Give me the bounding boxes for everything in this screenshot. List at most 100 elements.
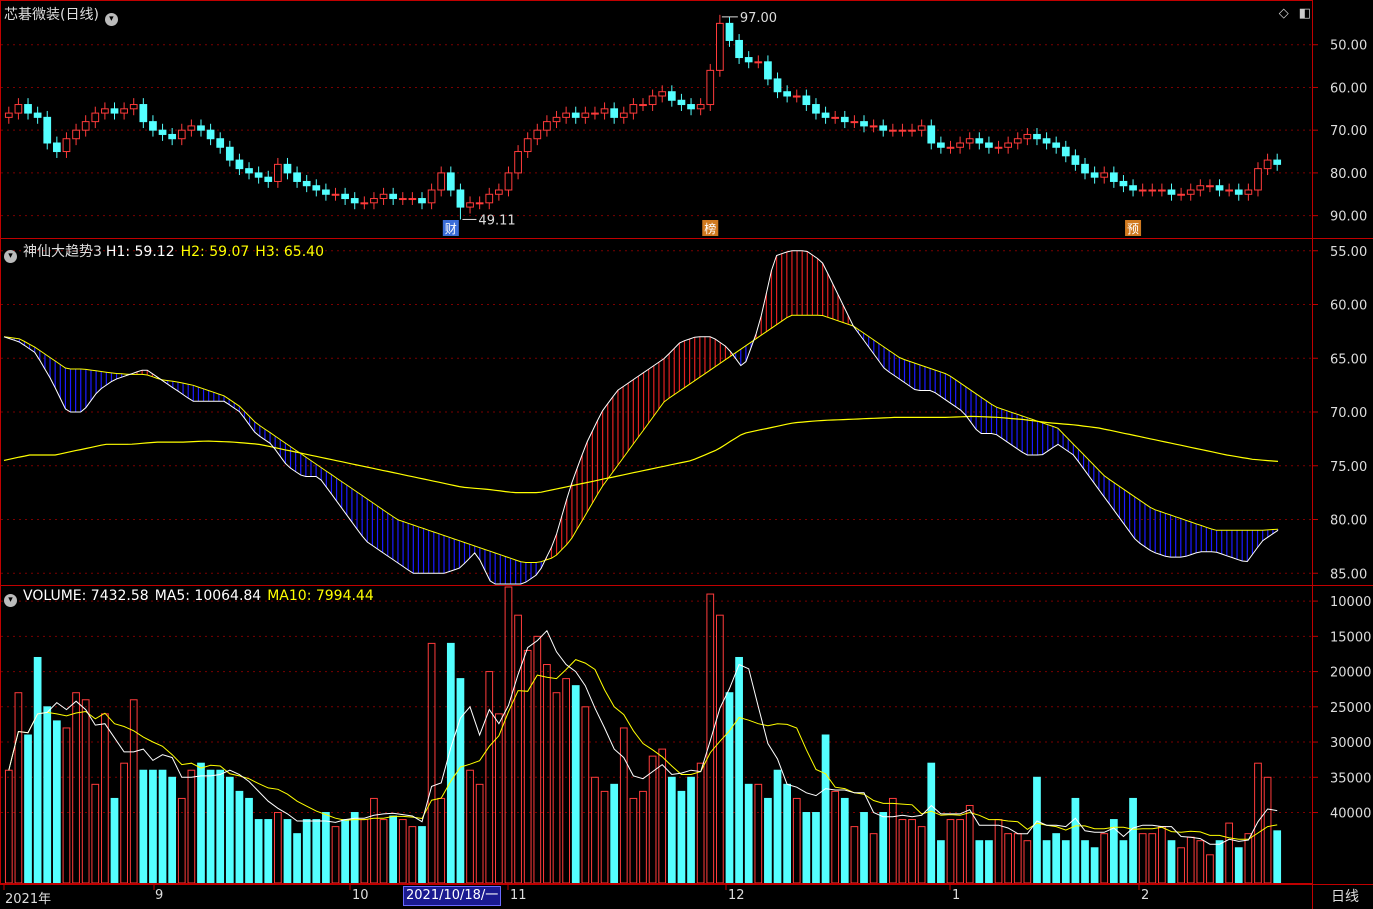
candle-down	[206, 129, 215, 140]
candle-up	[14, 104, 23, 114]
volume-bar-up	[533, 635, 542, 884]
candle-down	[735, 39, 743, 59]
volume-y-tick-label: 15000	[1330, 630, 1371, 645]
price-y-tick-label: 90.00	[1330, 210, 1367, 225]
volume-bar-up	[81, 699, 90, 884]
volume-bar-up	[706, 593, 715, 884]
volume-bar-down	[283, 819, 292, 884]
candle-up	[331, 193, 340, 196]
price-y-tick-label: 80.00	[1330, 167, 1367, 182]
candle-down	[341, 193, 349, 200]
candle-down	[197, 125, 205, 131]
volume-bar-up	[1196, 840, 1205, 884]
candle-down	[725, 22, 734, 41]
candle-up	[888, 129, 897, 132]
volume-bar-down	[937, 840, 945, 884]
candle-down	[1167, 189, 1176, 195]
volume-bar-up	[1244, 833, 1253, 884]
volume-bar-down	[610, 783, 619, 884]
candle-up	[754, 61, 763, 64]
volume-bar-down	[216, 769, 225, 884]
volume-bar-up	[917, 826, 926, 884]
selected-date[interactable]: 2021/10/18/一	[403, 886, 502, 906]
h3-value: H3: 65.40	[255, 244, 324, 260]
volume-bar-down	[149, 769, 157, 884]
price-y-tick-label: 60.00	[1330, 81, 1367, 96]
candle-down	[975, 138, 984, 144]
candle-down	[389, 193, 398, 200]
volume-bar-down	[389, 815, 398, 884]
candle-up	[1254, 168, 1262, 191]
candle-down	[1052, 142, 1061, 148]
candle-down	[821, 112, 830, 118]
candle-down	[1033, 133, 1041, 140]
volume-bar-down	[1042, 840, 1051, 884]
volume-bar-down	[293, 833, 301, 884]
volume-bar-up	[1225, 822, 1234, 884]
candle-down	[1071, 155, 1080, 165]
candle-down	[937, 142, 945, 148]
volume-bar-down	[254, 819, 263, 884]
volume-bar-up	[1206, 854, 1214, 884]
period-button[interactable]: 日线	[1331, 889, 1359, 905]
candle-up	[408, 198, 417, 201]
indicator-panel-title: ▾ 神仙大趋势3 H1: 59.12 H2: 59.07 H3: 65.40	[4, 241, 330, 263]
volume-bar-down	[52, 720, 61, 884]
volume-dropdown-icon[interactable]: ▾	[4, 594, 17, 607]
volume-bar-up	[523, 649, 532, 884]
volume-bar-up	[398, 819, 407, 884]
volume-bar-down	[975, 840, 984, 884]
candle-up	[917, 125, 926, 131]
volume-bar-up	[831, 790, 840, 884]
candle-up	[1004, 142, 1013, 148]
candle-up	[273, 163, 282, 182]
candle-down	[677, 99, 686, 106]
candle-up	[1206, 185, 1214, 188]
volume-bar-up	[956, 819, 964, 884]
h1-line	[3, 250, 1279, 585]
candle-up	[523, 138, 532, 153]
volume-bar-down	[24, 734, 32, 884]
candle-down	[216, 138, 225, 148]
candle-down	[1081, 163, 1089, 174]
ma5-value: MA5: 10064.84	[154, 588, 262, 604]
candle-down	[52, 142, 61, 153]
volume-bar-up	[129, 699, 138, 884]
candle-up	[706, 69, 715, 106]
x-label-feb: 2	[1141, 888, 1150, 903]
candle-up	[398, 198, 407, 201]
candle-down	[33, 112, 42, 118]
volume-bar-down	[840, 797, 849, 884]
indicator-y-tick-label: 65.00	[1330, 352, 1367, 367]
x-label-2021: 2021年	[5, 892, 52, 907]
dropdown-icon[interactable]: ▾	[104, 13, 118, 26]
candle-up	[504, 172, 513, 191]
event-marker	[702, 220, 719, 236]
indicator-name: 神仙大趋势3	[23, 244, 102, 260]
volume-bar-down	[985, 840, 993, 884]
candle-down	[1129, 185, 1137, 191]
volume-value: VOLUME: 7432.58	[23, 588, 149, 604]
candle-up	[81, 121, 90, 131]
event-marker	[1125, 220, 1142, 236]
candle-down	[812, 104, 820, 114]
candle-down	[149, 121, 157, 131]
candle-down	[446, 172, 455, 191]
indicator-dropdown-icon[interactable]: ▾	[4, 250, 17, 263]
candle-down	[1119, 180, 1128, 187]
volume-bar-up	[437, 797, 446, 884]
volume-bar-up	[754, 783, 763, 884]
volume-bar-up	[379, 819, 388, 884]
volume-bar-up	[370, 797, 378, 884]
candle-up	[1148, 189, 1157, 192]
candle-up	[1263, 159, 1272, 170]
diamond-icon[interactable]: ◇	[1278, 6, 1289, 21]
volume-bar-up	[600, 790, 609, 884]
volume-bar-down	[139, 769, 148, 884]
volume-bar-up	[696, 762, 705, 884]
volume-bar-down	[312, 819, 321, 884]
window-icon[interactable]: ◧	[1298, 6, 1311, 21]
candle-up	[908, 129, 916, 132]
volume-bar-up	[552, 692, 561, 884]
